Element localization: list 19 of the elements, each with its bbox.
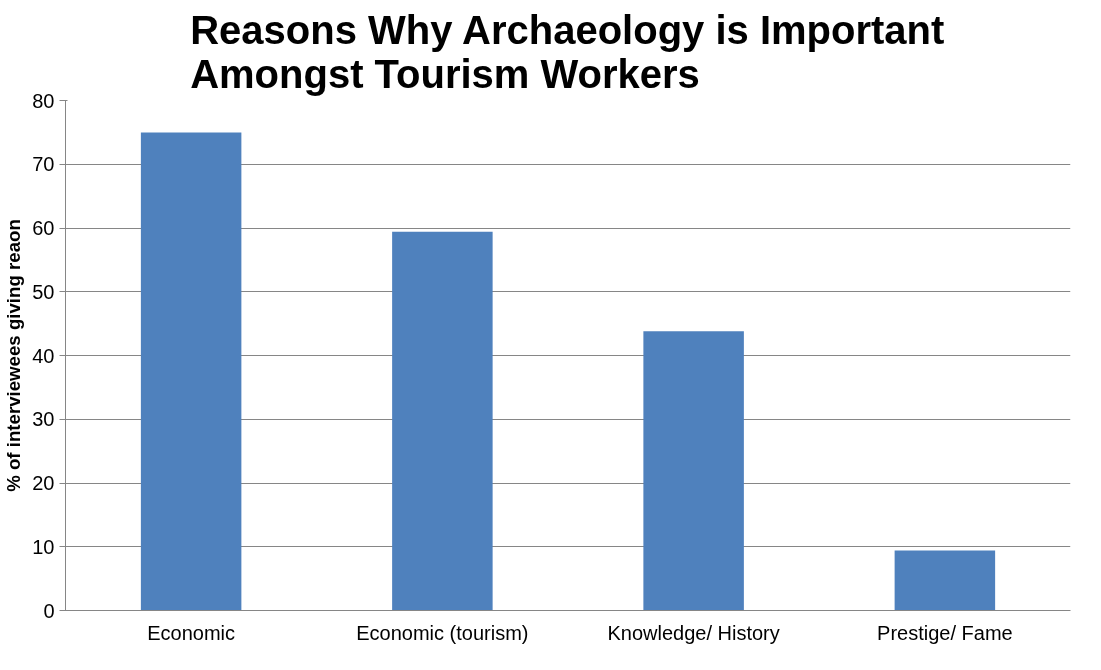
y-tick-label: 60 (32, 217, 55, 239)
x-tick-label: Prestige/ Fame (877, 621, 1013, 644)
x-tick-label: Economic (147, 621, 236, 644)
x-tick-label: Economic (tourism) (356, 621, 529, 644)
y-tick-label: 80 (32, 89, 55, 112)
y-tick-label: 50 (32, 280, 55, 303)
x-tick-label: Knowledge/ History (607, 621, 780, 644)
bar (140, 132, 242, 611)
bar (894, 550, 996, 611)
y-tick-label: 20 (32, 472, 55, 494)
y-tick-label: 40 (32, 344, 55, 367)
y-axis-title: % of interviewees giving reaon (3, 219, 25, 492)
bar (392, 231, 493, 611)
y-tick-label: 0 (43, 599, 55, 622)
y-tick-label: 30 (32, 408, 55, 431)
y-tick-label: 70 (32, 153, 55, 176)
bar (643, 331, 744, 611)
y-tick-label: 10 (32, 535, 55, 558)
chart-title: Reasons Why Archaeology is Important Amongst Tourism Workers (190, 7, 945, 96)
